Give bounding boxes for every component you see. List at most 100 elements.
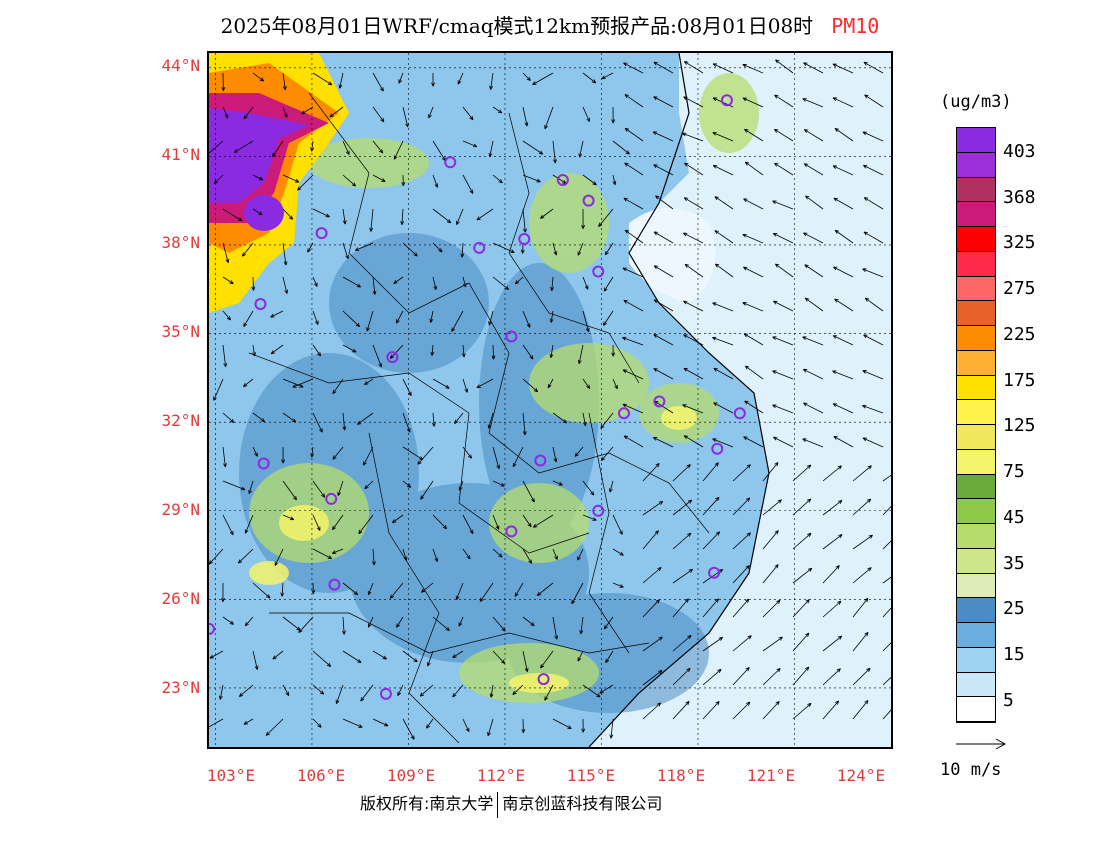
colorbar-swatch [957, 251, 995, 277]
wind-arrow [337, 480, 344, 497]
wind-arrow [456, 208, 464, 225]
wind-arrow [833, 197, 854, 210]
wind-arrow [402, 106, 409, 128]
lat-label-32: 32°N [161, 411, 200, 430]
wind-arrow [598, 208, 614, 227]
wind-arrow [372, 650, 387, 660]
wind-arrow [732, 701, 751, 720]
wind-arrow [611, 344, 616, 357]
wind-arrow [402, 378, 412, 397]
colorbar-label: 275 [1003, 278, 1036, 299]
wind-arrow [549, 310, 554, 323]
wind-arrow [426, 718, 434, 729]
wind-arrow [702, 531, 721, 550]
wind-arrow [487, 718, 494, 737]
wind-arrow [882, 676, 891, 686]
wind-arrow [492, 446, 501, 470]
wind-arrow [342, 650, 362, 664]
wind-arrow [732, 464, 751, 482]
wind-arrow [213, 174, 224, 185]
wind-arrow [581, 718, 586, 733]
colorbar-swatch [957, 152, 995, 178]
wind-arrow [552, 616, 559, 640]
wind-arrow [462, 276, 467, 288]
wind-arrow [552, 718, 572, 730]
wind-arrow [864, 297, 884, 312]
wind-arrow [432, 208, 452, 224]
wind-arrow [822, 499, 843, 516]
wind-arrow [882, 540, 891, 550]
wind-arrow [552, 480, 563, 486]
wind-arrow [400, 208, 405, 226]
wind-arrow [852, 498, 872, 516]
wind-arrow [683, 197, 704, 210]
wind-arrow [863, 334, 884, 346]
wind-arrow [372, 548, 376, 566]
wind-arrow [802, 368, 824, 380]
wind-arrow [608, 480, 614, 493]
wind-arrow [742, 302, 764, 312]
wind-arrow [522, 616, 535, 627]
wind-arrow [522, 72, 531, 81]
wind-arrow [774, 263, 794, 278]
wind-arrow [683, 61, 704, 74]
wind-arrow [222, 446, 227, 468]
wind-arrow [393, 140, 404, 160]
city-marker [534, 454, 547, 467]
wind-arrow [312, 548, 333, 560]
wind-arrow [772, 404, 794, 414]
wind-arrow [282, 480, 297, 501]
wind-arrow [451, 310, 464, 332]
wind-arrow [683, 232, 704, 244]
colorbar-swatch [957, 647, 995, 673]
bohai-sea [629, 208, 716, 303]
wind-arrow [452, 684, 464, 698]
wind-arrow [804, 297, 824, 312]
wind-arrow [367, 616, 374, 628]
wind-arrow [792, 632, 810, 652]
wind-arrow [834, 127, 854, 142]
wind-arrow [672, 464, 691, 482]
lon-label-121: 121°E [746, 766, 796, 785]
wind-arrow [882, 642, 891, 652]
wind-arrow [522, 378, 539, 393]
wind-arrow [307, 242, 314, 253]
wind-arrow [772, 336, 794, 346]
wind-arrow [802, 98, 824, 108]
wind-arrow [642, 566, 662, 584]
colorbar-swatch [957, 623, 995, 648]
wind-arrow [419, 684, 434, 697]
wind-arrow [653, 231, 674, 244]
wind-arrow [342, 208, 347, 225]
wind-vectors [209, 59, 891, 740]
lon-label-118: 118°E [656, 766, 706, 785]
wind-arrow [655, 195, 674, 210]
wind-arrow [342, 310, 361, 328]
wind-arrow [683, 300, 704, 312]
wind-arrow [603, 310, 614, 326]
wind-arrow [282, 106, 288, 118]
wind-arrow [672, 568, 694, 584]
wind-arrow [252, 174, 264, 181]
wind-arrow [702, 700, 720, 720]
wind-arrow [702, 668, 722, 686]
colorbar-swatch [957, 301, 995, 326]
wind-arrow [762, 461, 779, 482]
wind-arrow [417, 446, 434, 465]
wind-arrow [360, 684, 374, 702]
city-marker [254, 298, 267, 311]
wind-arrow [577, 548, 584, 561]
title-main: 2025年08月01日WRF/cmaq模式12km预报产品:08月01日08时 [220, 14, 814, 38]
wind-arrow [282, 242, 288, 266]
wind-arrow [248, 480, 254, 495]
lon-label-106: 106°E [296, 766, 346, 785]
colorbar-label: 368 [1003, 187, 1036, 208]
wind-arrow [732, 565, 750, 584]
wind-arrow [252, 72, 265, 82]
colorbar-label: 25 [1003, 598, 1025, 619]
wind-arrow [272, 650, 284, 660]
wind-arrow [522, 514, 532, 528]
city-marker [708, 566, 721, 579]
lon-label-124: 124°E [836, 766, 886, 785]
coastline [588, 53, 770, 747]
